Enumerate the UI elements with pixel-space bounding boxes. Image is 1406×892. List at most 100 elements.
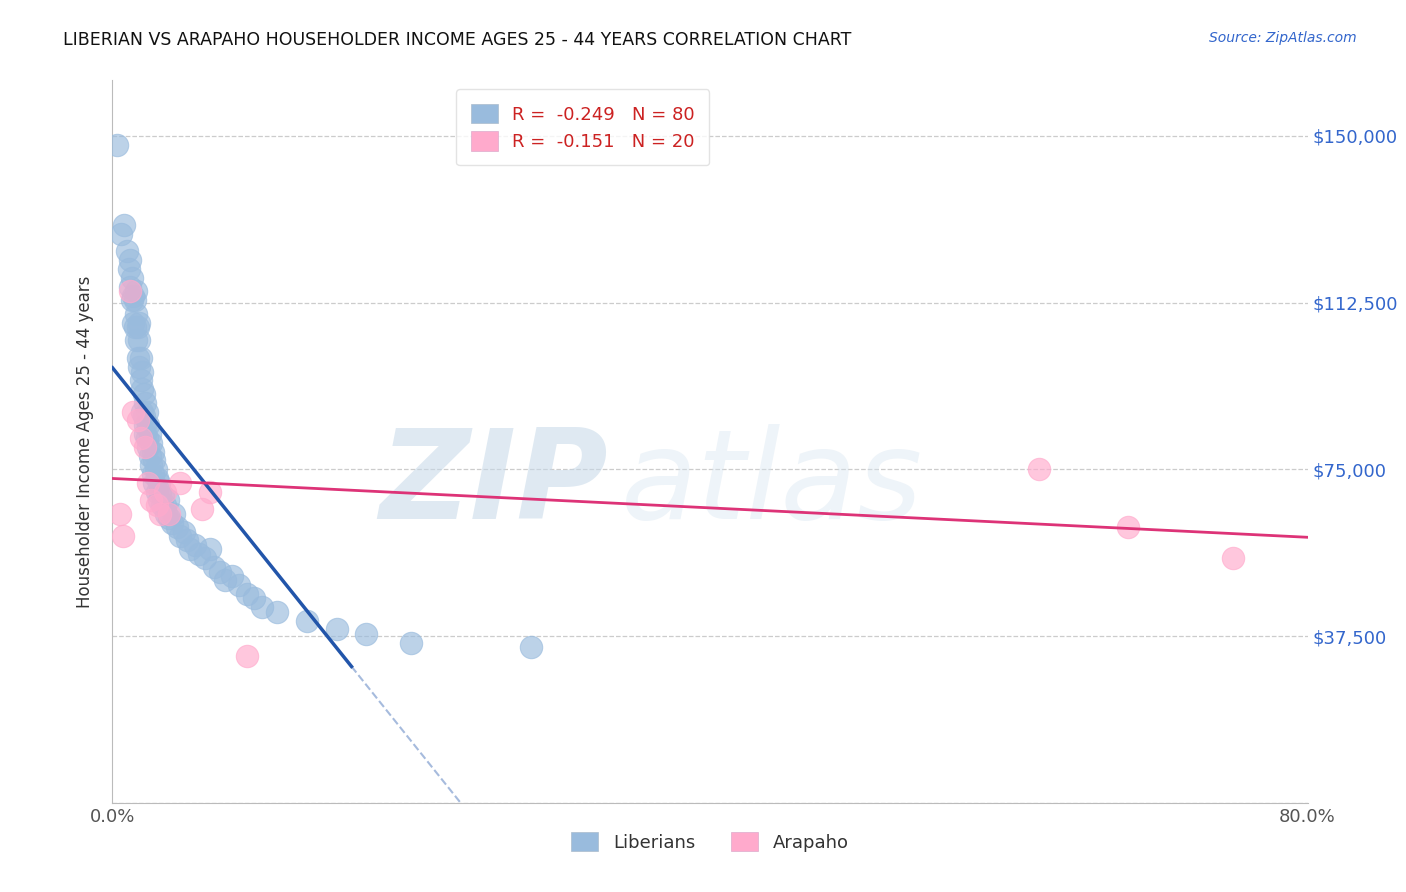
Point (236, 587, 259, 601)
Point (243, 591, 266, 606)
Point (129, 431, 152, 445)
Legend: Liberians, Arapaho: Liberians, Arapaho (564, 824, 856, 859)
Point (149, 484, 172, 499)
Point (155, 507, 177, 521)
Point (127, 351, 149, 366)
Point (198, 542, 221, 557)
Text: Source: ZipAtlas.com: Source: ZipAtlas.com (1209, 31, 1357, 45)
Point (520, 640, 543, 655)
Point (176, 533, 198, 548)
Point (250, 600, 273, 615)
Point (120, 285, 142, 299)
Point (141, 493, 163, 508)
Point (138, 440, 160, 454)
Point (135, 404, 157, 418)
Point (1118, 520, 1140, 534)
Point (1222, 551, 1244, 566)
Point (122, 316, 145, 330)
Point (221, 569, 243, 583)
Point (141, 435, 163, 450)
Point (163, 507, 186, 521)
Point (228, 578, 250, 592)
Point (153, 498, 176, 512)
Point (209, 565, 232, 579)
Point (131, 404, 153, 418)
Text: atlas: atlas (620, 425, 922, 545)
Point (356, 627, 378, 641)
Point (110, 227, 132, 241)
Point (132, 409, 155, 423)
Point (153, 484, 176, 499)
Point (105, 137, 128, 152)
Point (124, 320, 146, 334)
Point (179, 542, 201, 557)
Point (143, 453, 166, 467)
Point (138, 475, 160, 490)
Text: LIBERIAN VS ARAPAHO HOUSEHOLDER INCOME AGES 25 - 44 YEARS CORRELATION CHART: LIBERIAN VS ARAPAHO HOUSEHOLDER INCOME A… (63, 31, 852, 49)
Point (214, 574, 236, 588)
Point (121, 271, 143, 285)
Point (127, 320, 149, 334)
Point (139, 426, 162, 441)
Point (111, 529, 134, 543)
Point (198, 484, 221, 499)
Point (150, 498, 173, 512)
Point (145, 462, 167, 476)
Point (191, 502, 214, 516)
Text: ZIP: ZIP (380, 425, 609, 545)
Point (149, 507, 172, 521)
Point (125, 334, 148, 348)
Point (108, 507, 131, 521)
Point (188, 547, 211, 561)
Point (266, 605, 288, 619)
Point (114, 218, 135, 232)
Point (128, 334, 150, 348)
Point (134, 440, 156, 454)
Point (148, 475, 170, 490)
Point (122, 289, 145, 303)
Point (139, 449, 162, 463)
Point (401, 636, 423, 650)
Point (125, 285, 148, 299)
Point (146, 471, 169, 485)
Point (141, 458, 163, 472)
Point (134, 417, 156, 432)
Point (125, 307, 148, 321)
Point (122, 404, 145, 418)
Point (121, 293, 143, 308)
Point (157, 507, 180, 521)
Point (132, 386, 155, 401)
Point (142, 467, 165, 481)
Point (131, 382, 153, 396)
Point (117, 244, 139, 259)
Point (146, 484, 169, 499)
Point (152, 489, 174, 503)
Point (142, 444, 165, 458)
Y-axis label: Householder Income Ages 25 - 44 years: Householder Income Ages 25 - 44 years (76, 276, 94, 607)
Point (129, 373, 152, 387)
Point (183, 538, 205, 552)
Point (166, 520, 188, 534)
Point (169, 475, 191, 490)
Point (128, 360, 150, 375)
Point (124, 293, 146, 308)
Point (120, 253, 142, 268)
Point (325, 623, 347, 637)
Point (127, 413, 149, 427)
Point (148, 493, 170, 508)
Point (169, 529, 191, 543)
Point (138, 417, 160, 432)
Point (134, 395, 156, 409)
Point (156, 493, 179, 508)
Point (120, 280, 142, 294)
Point (173, 524, 195, 539)
Point (194, 551, 217, 566)
Point (128, 316, 150, 330)
Point (162, 516, 183, 530)
Point (146, 498, 169, 512)
Point (202, 560, 225, 574)
Point (1028, 462, 1050, 476)
Point (295, 614, 318, 628)
Point (118, 262, 141, 277)
Point (157, 511, 180, 525)
